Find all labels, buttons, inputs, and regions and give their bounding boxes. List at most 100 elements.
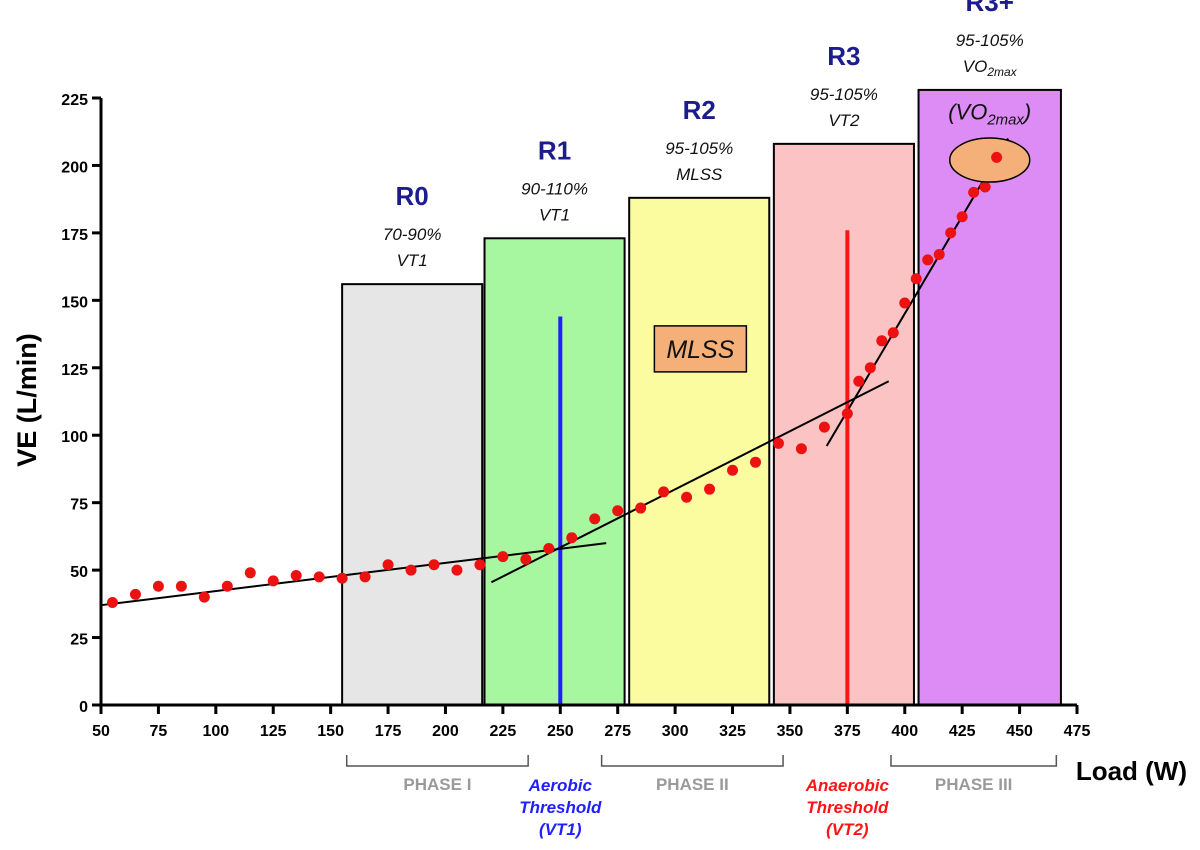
y-tick-label: 0 [79,699,88,716]
zone-bar-R2 [628,196,771,706]
y-tick-label: 200 [61,159,88,176]
data-point [474,559,486,571]
zone-ref-R3plus: VO2max [963,57,1018,79]
zone-ref-sub-R3plus: 2max [986,65,1017,79]
training-zones: R0 70-90% VT1 R1 90-110% VT1 R2 95-105% MLSS R3 95… [341,0,1062,706]
mlss-box-rect [653,325,748,373]
zone-name-R3plus: R3+ [966,0,1014,17]
x-tick-label: 225 [490,723,517,740]
x-axis-title: Load (W) [1076,756,1187,786]
annotations: MLSS (VO2max) [653,100,1031,373]
phase-brackets: PHASE I PHASE II PHASE III [345,755,1058,794]
phase-label: PHASE I [403,775,471,794]
x-tick-label: 425 [949,723,976,740]
x-tick-label: 250 [547,723,574,740]
data-point [589,513,601,525]
zone-pct-R3: 95-105% [810,85,878,104]
zone-bar-R0 [341,283,484,706]
data-point [382,559,394,571]
zone-pct-R1: 90-110% [521,179,588,198]
y-tick-label: 125 [61,362,88,379]
x-tick-label: 475 [1064,723,1091,740]
zone-name-R1: R1 [538,135,571,165]
data-point [922,254,934,266]
data-point [749,456,761,468]
data-point [658,486,670,498]
fit-phase-2 [490,380,890,584]
x-tick-label: 275 [604,723,631,740]
zone-ref-main-R3: VT2 [828,111,860,130]
threshold-label-line: (VT2) [826,820,869,839]
zone-name-R0: R0 [396,181,429,211]
y-tick-label: 175 [61,227,88,244]
data-point [956,211,968,223]
threshold-label-line: Aerobic [528,776,593,795]
data-point [681,491,693,503]
x-tick-label: 100 [202,723,229,740]
threshold-label-line: Threshold [806,798,889,817]
vo2max-label-sub: 2max [986,112,1024,129]
threshold-lines [558,230,850,705]
vo2max-oval [948,137,1031,183]
mlss-box: MLSS [653,325,748,373]
vo2max-label-close: ) [1021,100,1031,125]
data-point [612,505,624,517]
data-points [106,151,1003,608]
x-tick-label: 375 [834,723,861,740]
zone-R0: R0 70-90% VT1 [341,181,484,706]
data-point [899,297,911,309]
zone-pct-R3plus: 95-105% [956,31,1024,50]
zone-ref-main-R2: MLSS [676,165,723,184]
data-point [704,483,716,495]
vo2max-label-main: (VO [948,100,987,125]
zone-ref-R2: MLSS [676,165,723,184]
zone-ref-R1: VT1 [539,205,570,224]
y-tick-label: 75 [70,497,88,514]
threshold-label-vt2: Anaerobic Threshold (VT2) [805,776,890,839]
data-point [221,580,233,592]
y-tick-label: 25 [70,632,88,649]
threshold-label-line: Anaerobic [805,776,890,795]
x-tick-label: 300 [662,723,689,740]
data-point [635,502,647,514]
phase-bracket [345,755,529,767]
x-tick-label: 450 [1006,723,1033,740]
data-point [727,464,739,476]
data-point [933,248,945,260]
data-point [175,580,187,592]
x-tick-label: 75 [150,723,168,740]
data-point [152,580,164,592]
axes: VE (L/min) Load (W) 0 25 50 75 100 125 150 175 2… [12,92,1187,786]
zone-R1: R1 90-110% VT1 [483,135,626,706]
data-point [244,567,256,579]
phase-phase-3: PHASE III [890,755,1058,794]
data-point [887,327,899,339]
zone-ref-main-R3plus: VO [963,57,988,76]
zone-R3: R3 95-105% VT2 [772,41,915,706]
x-tick-label: 50 [92,723,110,740]
data-point [795,443,807,455]
vo2max-oval-shape [948,137,1031,183]
zone-ref-R0: VT1 [397,251,428,270]
y-tick-label: 150 [61,294,88,311]
data-point [336,572,348,584]
x-tick-label: 125 [260,723,287,740]
y-tick-label: 100 [61,429,88,446]
y-axis-title: VE (L/min) [12,333,42,467]
data-point [313,571,325,583]
data-point [267,575,279,587]
zone-pct-R2: 95-105% [665,139,733,158]
data-point [106,596,118,608]
zone-pct-R0: 70-90% [383,225,442,244]
y-tick-label: 50 [70,564,88,581]
data-point [428,559,440,571]
zone-R3plus: R3+95-105%VO2max [917,0,1062,706]
data-point [543,543,555,555]
zone-ref-main-R0: VT1 [397,251,428,270]
threshold-labels: Aerobic Threshold (VT1) Anaerobic Threshold (… [519,776,889,839]
data-point [876,335,888,347]
data-point [772,437,784,449]
phase-bracket [890,755,1058,767]
data-point [945,227,957,239]
phase-label: PHASE II [656,775,729,794]
